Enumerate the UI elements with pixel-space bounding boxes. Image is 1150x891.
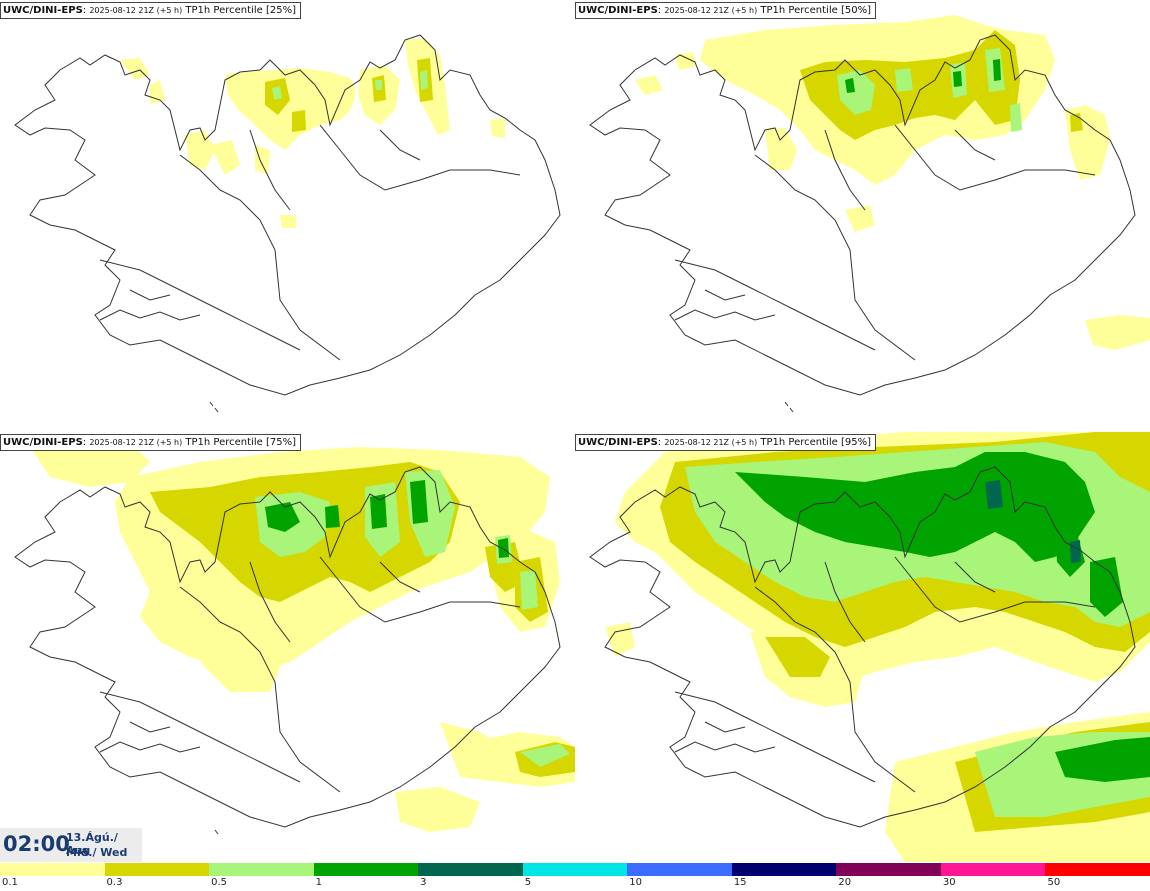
colorbar-label: 0.1: [2, 877, 18, 888]
map-panel-50: UWC/DINI-EPS: 2025-08-12 21Z (+5 h) TP1h…: [575, 0, 1150, 430]
colorbar-segment: [0, 863, 105, 876]
model-name: UWC/DINI-EPS: [3, 437, 83, 448]
colorbar-segment: [209, 863, 314, 876]
panel-title: UWC/DINI-EPS: 2025-08-12 21Z (+5 h) TP1h…: [575, 2, 876, 19]
field-name: TP1h Percentile [25%]: [185, 5, 296, 16]
field-name: TP1h Percentile [50%]: [760, 5, 871, 16]
valid-date-line2: Mið./ Wed: [66, 846, 128, 859]
run-time: 2025-08-12 21Z (+5 h): [89, 438, 183, 447]
colorbar-label: 30: [942, 877, 956, 888]
colorbar-label: 1: [315, 877, 322, 888]
colorbar-segment: [104, 863, 210, 876]
panel-title: UWC/DINI-EPS: 2025-08-12 21Z (+5 h) TP1h…: [575, 434, 876, 451]
colorbar-segment: [731, 863, 837, 876]
precip-fill: [30, 437, 575, 832]
colorbar-label: 5: [524, 877, 532, 888]
valid-time-clock: 02:00: [3, 832, 70, 856]
map-panel-95: UWC/DINI-EPS: 2025-08-12 21Z (+5 h) TP1h…: [575, 432, 1150, 862]
colorbar-label: 15: [733, 877, 747, 888]
iceland-coastline: [589, 34, 1136, 413]
colorbar-segment: [836, 863, 941, 876]
precip-colorbar: [0, 863, 1150, 876]
map-canvas: [589, 432, 1150, 862]
precip-fill: [635, 15, 1150, 350]
run-time: 2025-08-12 21Z (+5 h): [664, 6, 758, 15]
panel-title: UWC/DINI-EPS: 2025-08-12 21Z (+5 h) TP1h…: [0, 2, 301, 19]
colorbar-segment: [522, 863, 628, 876]
colorbar-segment: [1045, 863, 1150, 876]
colorbar-label: 3: [420, 877, 427, 888]
colorbar-segment: [940, 863, 1046, 876]
iceland-coastline: [14, 34, 561, 413]
map-canvas: [14, 34, 561, 413]
valid-time-box: 02:00 13.Ágú./ Aug Mið./ Wed: [0, 828, 142, 862]
colorbar-label: 20: [838, 877, 852, 888]
map-panel-75: UWC/DINI-EPS: 2025-08-12 21Z (+5 h) TP1h…: [0, 432, 575, 862]
iceland-coastline: [14, 466, 561, 835]
colorbar-segment: [627, 863, 732, 876]
map-canvas: [14, 437, 575, 835]
colorbar-label: 0.3: [106, 877, 123, 888]
run-time: 2025-08-12 21Z (+5 h): [664, 438, 758, 447]
colorbar-label: 0.5: [211, 877, 227, 888]
colorbar-segment: [418, 863, 523, 876]
colorbar-segment: [313, 863, 419, 876]
field-name: TP1h Percentile [95%]: [760, 437, 871, 448]
field-name: TP1h Percentile [75%]: [185, 437, 296, 448]
colorbar-label: 10: [629, 877, 642, 888]
model-name: UWC/DINI-EPS: [3, 5, 83, 16]
precip-fill: [605, 432, 1150, 862]
map-canvas: [589, 15, 1150, 413]
model-name: UWC/DINI-EPS: [578, 437, 658, 448]
precip-fill: [120, 38, 505, 228]
iceland-coastline: [589, 466, 1136, 828]
map-panel-25: UWC/DINI-EPS: 2025-08-12 21Z (+5 h) TP1h…: [0, 0, 575, 430]
panel-title: UWC/DINI-EPS: 2025-08-12 21Z (+5 h) TP1h…: [0, 434, 301, 451]
valid-date-line1: 13.Ágú./ Aug: [66, 831, 118, 857]
colorbar-labels: 0.1 0.3 0.5 1 3 5 10 15 20 30 50: [0, 877, 1150, 891]
run-time: 2025-08-12 21Z (+5 h): [89, 6, 183, 15]
model-name: UWC/DINI-EPS: [578, 5, 658, 16]
colorbar-label: 50: [1047, 877, 1061, 888]
